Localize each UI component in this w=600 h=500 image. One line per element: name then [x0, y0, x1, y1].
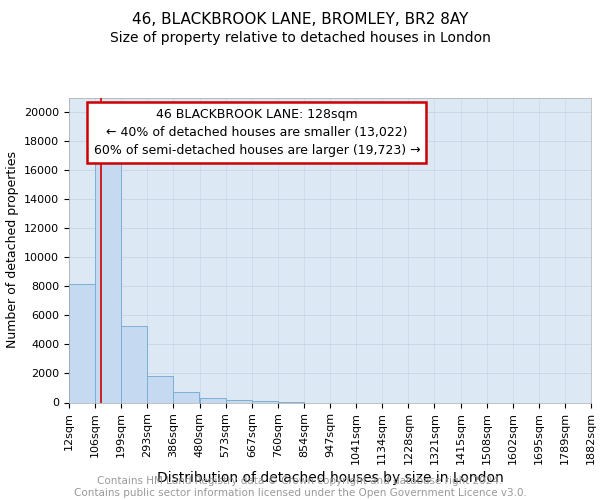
Bar [200, 398, 226, 402]
Text: 46 BLACKBROOK LANE: 128sqm
← 40% of detached houses are smaller (13,022)
60% of : 46 BLACKBROOK LANE: 128sqm ← 40% of deta… [94, 108, 420, 157]
Bar [69, 284, 95, 403]
X-axis label: Distribution of detached houses by size in London: Distribution of detached houses by size … [157, 472, 503, 486]
Bar [95, 162, 121, 402]
Text: Contains HM Land Registry data © Crown copyright and database right 2024.
Contai: Contains HM Land Registry data © Crown c… [74, 476, 526, 498]
Y-axis label: Number of detached properties: Number of detached properties [5, 152, 19, 348]
Bar [121, 326, 147, 402]
Bar [252, 401, 278, 402]
Text: 46, BLACKBROOK LANE, BROMLEY, BR2 8AY: 46, BLACKBROOK LANE, BROMLEY, BR2 8AY [132, 12, 468, 28]
Text: Size of property relative to detached houses in London: Size of property relative to detached ho… [110, 31, 490, 45]
Bar [173, 392, 199, 402]
Bar [148, 376, 173, 402]
Bar [226, 400, 251, 402]
